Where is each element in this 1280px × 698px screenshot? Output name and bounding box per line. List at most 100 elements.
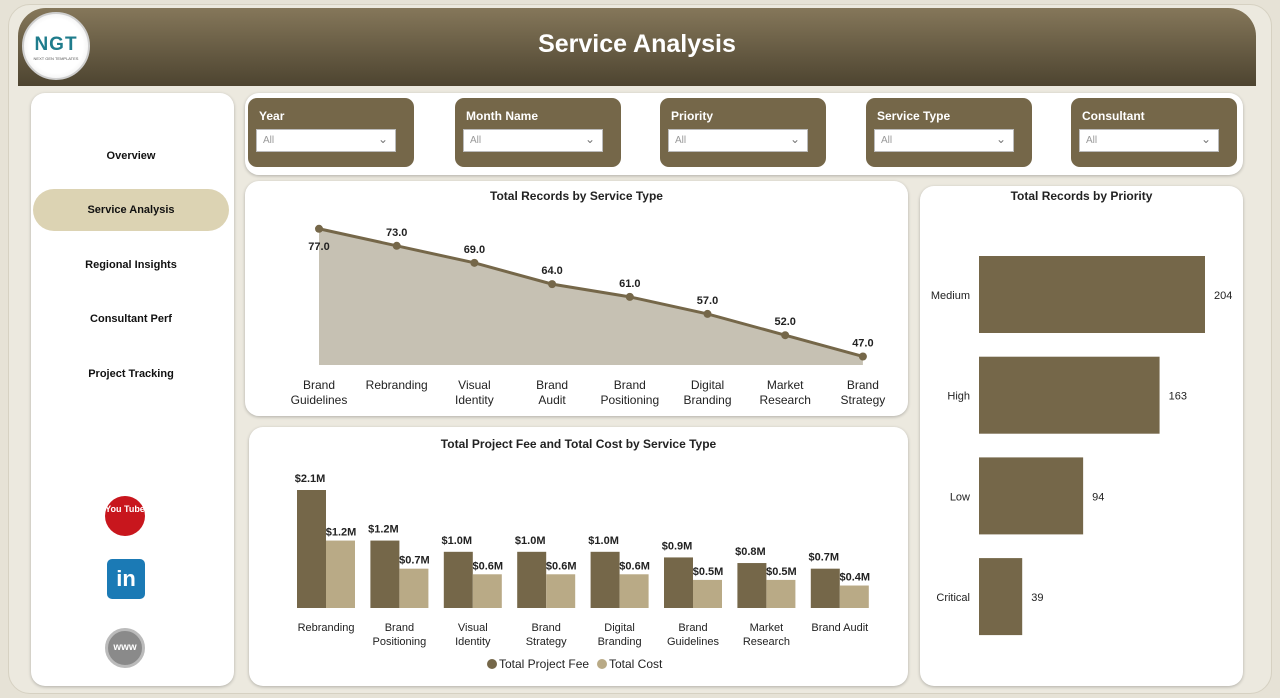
logo: NGT NEXT GEN TEMPLATES <box>22 12 90 80</box>
data-label: $1.0M <box>515 535 546 547</box>
nav-project-tracking[interactable]: Project Tracking <box>88 368 174 380</box>
data-point <box>315 224 323 233</box>
data-point <box>470 258 479 267</box>
x-tick-label: Visual Identity <box>455 622 491 648</box>
data-label: $0.4M <box>840 572 871 584</box>
bar-total-cost <box>546 574 576 608</box>
data-label: $0.8M <box>735 546 766 558</box>
data-label: $1.0M <box>588 535 619 547</box>
bar-total-project-fee <box>370 540 400 608</box>
x-tick-label: Brand Positioning <box>372 622 426 648</box>
bar-priority <box>979 558 1023 636</box>
x-tick-label: Brand Guidelines <box>291 378 348 407</box>
chevron-down-icon: ⌄ <box>584 132 595 146</box>
data-label: $1.0M <box>442 535 473 547</box>
x-tick-label: Visual Identity <box>455 378 494 407</box>
filter-dropdown[interactable]: All ⌄ <box>256 129 396 152</box>
x-tick-label: Rebranding <box>298 622 355 634</box>
x-tick-label: Brand Strategy <box>841 378 886 407</box>
filter-label: Consultant <box>1082 109 1145 123</box>
page-title: Service Analysis <box>538 30 736 58</box>
data-label: 64.0 <box>541 265 562 277</box>
area-line <box>318 227 864 358</box>
bar-total-cost <box>472 574 502 608</box>
bar-total-project-fee <box>443 551 473 608</box>
x-tick-label: Market Research <box>760 378 811 407</box>
filter-service-type: Service Type All ⌄ <box>866 98 1032 167</box>
data-label: 77.0 <box>308 241 329 253</box>
globe-icon[interactable]: www <box>105 628 145 668</box>
filter-priority: Priority All ⌄ <box>660 98 826 167</box>
y-tick-label: Low <box>950 491 970 503</box>
data-label: $2.1M <box>295 473 326 485</box>
x-tick-label: Digital Branding <box>598 622 642 648</box>
y-tick-label: Medium <box>931 290 970 302</box>
x-tick-label: Digital Branding <box>683 378 731 407</box>
bar-total-project-fee <box>590 551 620 608</box>
bar-priority <box>979 457 1084 535</box>
area-fill <box>319 228 863 365</box>
chart-title: Total Records by Priority <box>1010 189 1153 203</box>
data-label: 57.0 <box>697 295 718 307</box>
filter-label: Year <box>259 109 285 123</box>
data-label: 204 <box>1214 290 1232 302</box>
data-label: $0.5M <box>766 566 797 578</box>
filter-label: Month Name <box>466 109 538 123</box>
data-label: $1.2M <box>368 524 399 536</box>
bar-total-project-fee <box>810 568 840 608</box>
bar-chart-card: Total Project Fee and Total Cost by Serv… <box>249 427 908 686</box>
filter-dropdown[interactable]: All ⌄ <box>463 129 603 152</box>
x-tick-label: Brand Positioning <box>600 378 659 407</box>
data-point <box>781 331 790 340</box>
data-label: $1.2M <box>326 527 357 539</box>
bar-total-project-fee <box>664 557 693 608</box>
data-label: 69.0 <box>464 244 485 256</box>
youtube-icon[interactable]: You Tube <box>105 496 145 536</box>
data-point <box>392 241 401 250</box>
nav-overview[interactable]: Overview <box>106 150 156 162</box>
chevron-down-icon: ⌄ <box>1200 132 1211 146</box>
filter-month-name: Month Name All ⌄ <box>455 98 621 167</box>
filter-dropdown[interactable]: All ⌄ <box>668 129 808 152</box>
filter-year: Year All ⌄ <box>248 98 414 167</box>
x-tick-label: Brand Audit <box>536 378 568 407</box>
filter-consultant: Consultant All ⌄ <box>1071 98 1237 167</box>
sidebar: Overview Service Analysis Regional Insig… <box>31 93 234 686</box>
filter-dropdown[interactable]: All ⌄ <box>874 129 1014 152</box>
nav-regional-insights[interactable]: Regional Insights <box>85 259 177 271</box>
bar-total-project-fee <box>517 551 547 608</box>
bar-total-cost <box>399 568 429 608</box>
data-point <box>548 280 557 289</box>
bar-total-cost <box>766 579 796 608</box>
nav-service-analysis[interactable]: Service Analysis <box>33 189 229 231</box>
data-label: $0.6M <box>619 560 650 572</box>
data-point <box>858 352 867 361</box>
chevron-down-icon: ⌄ <box>377 132 388 146</box>
chevron-down-icon: ⌄ <box>789 132 800 146</box>
bar-total-cost <box>839 585 869 608</box>
data-label: $0.7M <box>399 555 430 567</box>
chevron-down-icon: ⌄ <box>995 132 1006 146</box>
data-point <box>625 292 634 301</box>
linkedin-icon[interactable]: in <box>107 559 145 599</box>
legend-label: Total Project Fee <box>499 657 589 671</box>
filter-dropdown[interactable]: All ⌄ <box>1079 129 1219 152</box>
filter-label: Priority <box>671 109 714 123</box>
data-label: $0.6M <box>546 560 577 572</box>
y-tick-label: High <box>947 391 970 403</box>
data-label: $0.6M <box>473 560 504 572</box>
header: Service Analysis <box>18 8 1256 86</box>
nav-consultant-perf[interactable]: Consultant Perf <box>90 313 172 325</box>
data-label: $0.9M <box>662 540 693 552</box>
data-label: 94 <box>1092 491 1104 503</box>
filter-label: Service Type <box>877 109 951 123</box>
legend-marker <box>487 659 497 669</box>
bar-total-project-fee <box>297 490 326 608</box>
bar-total-cost <box>619 574 649 608</box>
bar-priority <box>979 356 1160 434</box>
x-tick-label: Brand Audit <box>811 622 868 634</box>
x-tick-label: Brand Guidelines <box>667 622 719 648</box>
data-label: 52.0 <box>774 316 795 328</box>
bar-total-cost <box>326 540 355 608</box>
